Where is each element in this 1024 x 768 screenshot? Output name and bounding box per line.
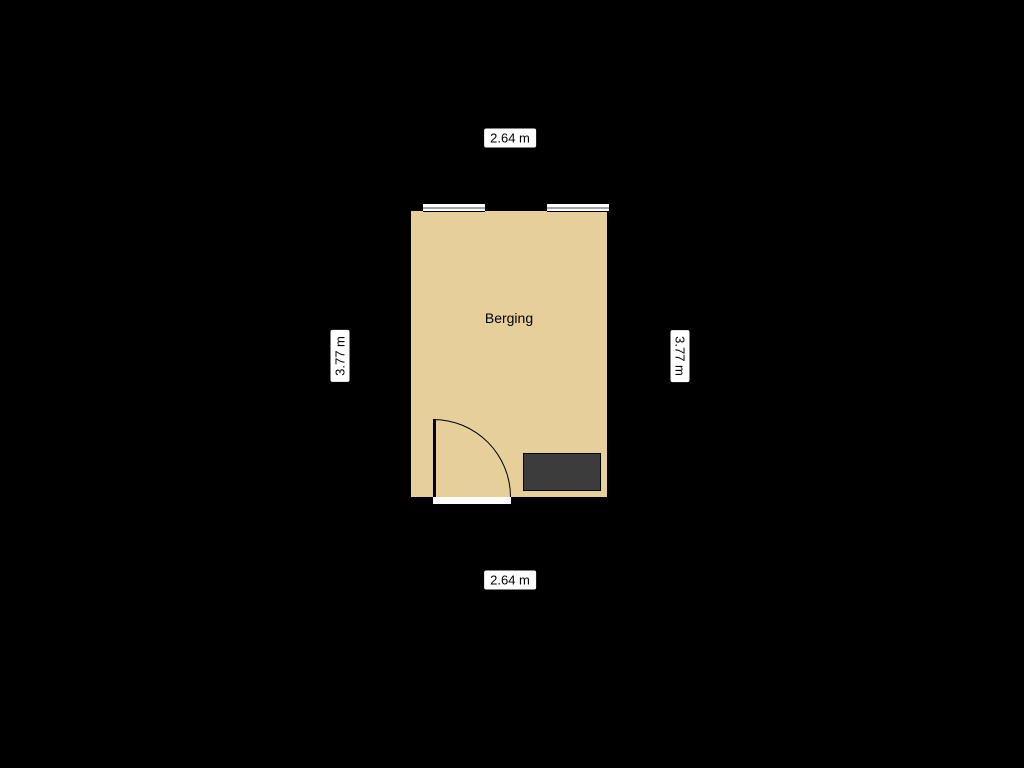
room-berging: Berging [404, 204, 614, 504]
door-opening [433, 497, 511, 504]
dimension-right: 3.77 m [671, 330, 690, 382]
dimension-left: 3.77 m [331, 330, 350, 382]
window-top-right [547, 203, 609, 212]
dimension-bottom: 2.64 m [484, 571, 536, 590]
wall-left [404, 204, 411, 504]
wall-right [607, 204, 614, 504]
furniture-block [523, 453, 601, 491]
floorplan-canvas: Berging 2.64 m 2.64 m 3.77 m 3.77 m [0, 0, 1024, 768]
dimension-top: 2.64 m [484, 129, 536, 148]
window-top-left [423, 203, 485, 212]
door-leaf [433, 419, 436, 497]
